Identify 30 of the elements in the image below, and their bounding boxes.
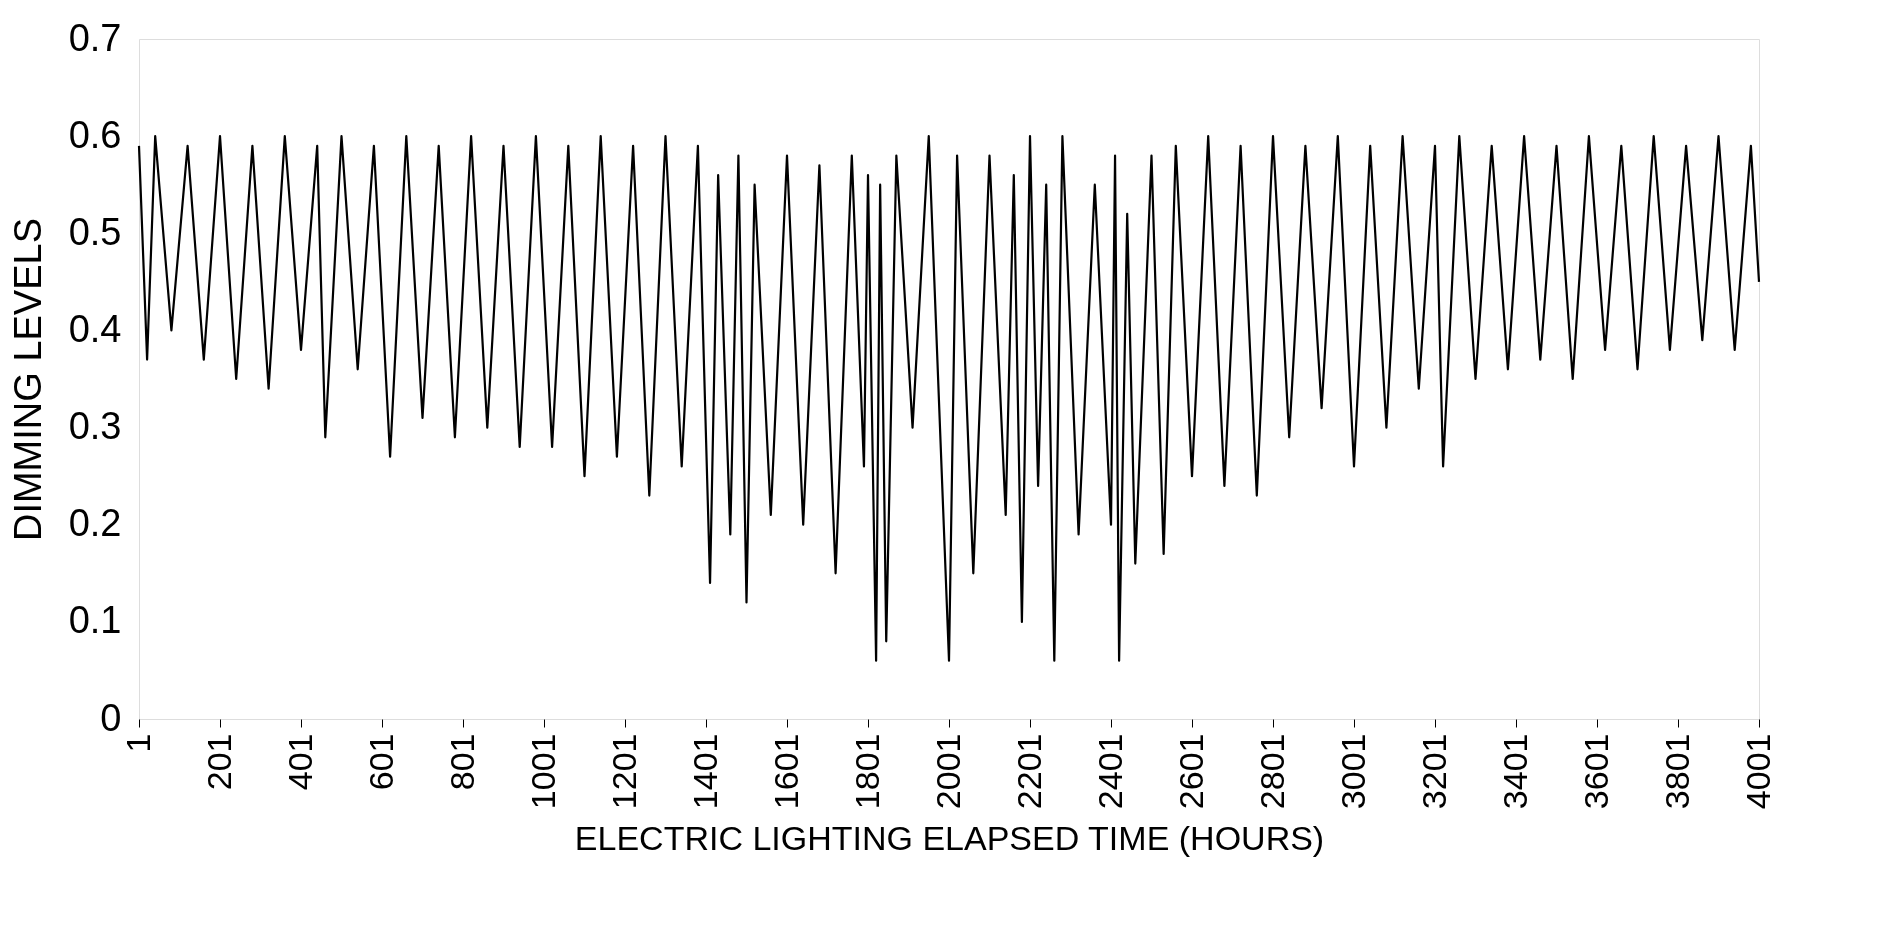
x-tick-label: 2601 <box>1171 733 1210 810</box>
x-tick-label: 401 <box>280 733 319 791</box>
x-tick-label: 1601 <box>766 733 805 810</box>
x-tick-label: 801 <box>442 733 481 791</box>
y-axis-title: DIMMING LEVELS <box>6 217 49 542</box>
x-tick-label: 2801 <box>1252 733 1291 810</box>
x-tick-label: 2401 <box>1090 733 1129 810</box>
x-tick-label: 3201 <box>1414 733 1453 810</box>
x-tick-label: 1201 <box>604 733 643 810</box>
y-tick-label: 0.4 <box>68 307 122 350</box>
x-tick-label: 1801 <box>847 733 886 810</box>
y-tick-label: 0.7 <box>68 16 122 59</box>
y-tick-label: 0.6 <box>68 113 122 156</box>
x-tick-label: 3001 <box>1333 733 1372 810</box>
x-tick-label: 3601 <box>1576 733 1615 810</box>
line-series <box>137 135 1761 662</box>
x-tick-label: 3401 <box>1495 733 1534 810</box>
y-tick-label: 0.1 <box>68 599 122 642</box>
x-tick-label: 2001 <box>928 733 967 810</box>
x-axis-title: ELECTRIC LIGHTING ELAPSED TIME (HOURS) <box>574 819 1325 858</box>
x-tick-label: 3801 <box>1657 733 1696 810</box>
y-tick-label: 0.2 <box>68 502 122 545</box>
x-tick-label: 1001 <box>523 733 562 810</box>
x-tick-label: 1401 <box>685 733 724 810</box>
y-tick-label: 0.5 <box>68 210 122 253</box>
x-tick-label: 2201 <box>1009 733 1048 810</box>
x-tick-label: 601 <box>361 733 400 791</box>
x-tick-label: 4001 <box>1738 733 1777 810</box>
y-tick-label: 0.3 <box>68 405 122 448</box>
x-tick-label: 201 <box>199 733 238 791</box>
